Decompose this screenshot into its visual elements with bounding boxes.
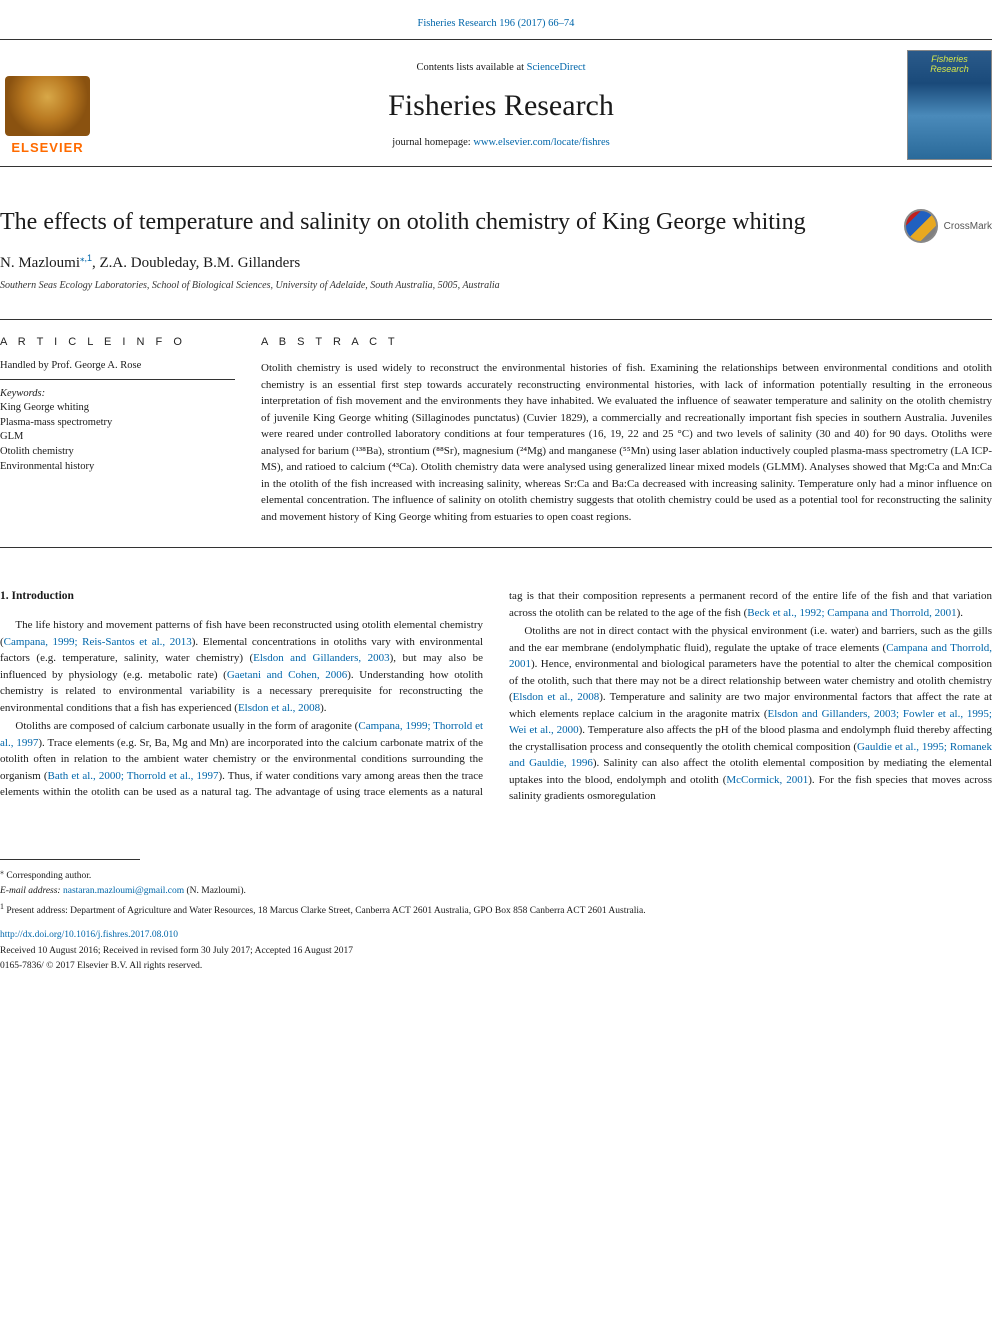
keyword-item: Plasma-mass spectrometry	[0, 416, 235, 431]
elsevier-wordmark: ELSEVIER	[11, 140, 83, 155]
handled-by: Handled by Prof. George A. Rose	[0, 360, 235, 380]
author-1: N. Mazloumi	[0, 255, 80, 271]
email-label: E-mail address:	[0, 886, 63, 896]
keyword-item: Otolith chemistry	[0, 445, 235, 460]
contents-line: Contents lists available at ScienceDirec…	[115, 62, 887, 73]
p1-e: ).	[320, 702, 326, 714]
author-1-marks[interactable]: ⁎,1	[80, 253, 92, 263]
ref-link[interactable]: Gaetani and Cohen, 2006	[227, 669, 347, 681]
cover-title-1: Fisheries	[931, 54, 968, 64]
authors-rest: , Z.A. Doubleday, B.M. Gillanders	[92, 255, 300, 271]
abstract-col: A B S T R A C T Otolith chemistry is use…	[261, 336, 992, 525]
elsevier-logo[interactable]: ELSEVIER	[0, 55, 95, 155]
ref-link[interactable]: Elsdon et al., 2008	[238, 702, 320, 714]
note1-text: Present address: Department of Agricultu…	[4, 906, 646, 916]
abstract-label: A B S T R A C T	[261, 336, 992, 348]
email-suffix: (N. Mazloumi).	[184, 886, 246, 896]
footnote-corresponding: ⁎ Corresponding author.	[0, 866, 992, 884]
body-columns: 1. Introduction The life history and mov…	[0, 570, 992, 823]
ref-link[interactable]: Campana, 1999; Reis-Santos et al., 2013	[4, 636, 192, 648]
ref-link[interactable]: Bath et al., 2000; Thorrold et al., 1997	[47, 770, 218, 782]
author-1-marks-link[interactable]: ⁎,1	[80, 253, 92, 263]
ref-link[interactable]: Elsdon and Gillanders, 2003	[253, 652, 389, 664]
elsevier-tree-icon	[5, 76, 90, 136]
contents-prefix: Contents lists available at	[416, 62, 526, 73]
body-p3: Otoliths are not in direct contact with …	[509, 623, 992, 805]
info-abstract-row: A R T I C L E I N F O Handled by Prof. G…	[0, 320, 992, 525]
doi-link[interactable]: http://dx.doi.org/10.1016/j.fishres.2017…	[0, 930, 178, 940]
header-center: Contents lists available at ScienceDirec…	[95, 62, 907, 148]
article-info-label: A R T I C L E I N F O	[0, 336, 235, 348]
p2-d: ).	[957, 607, 963, 619]
article-head: The effects of temperature and salinity …	[0, 167, 992, 301]
body-p1: The life history and movement patterns o…	[0, 617, 483, 716]
ref-link[interactable]: Elsdon et al., 2008	[513, 691, 600, 703]
received-line: Received 10 August 2016; Received in rev…	[0, 945, 992, 959]
footnote-separator	[0, 859, 140, 860]
cover-title: Fisheries Research	[930, 55, 969, 75]
affiliation: Southern Seas Ecology Laboratories, Scho…	[0, 280, 992, 291]
authors: N. Mazloumi⁎,1, Z.A. Doubleday, B.M. Gil…	[0, 253, 992, 272]
footnote-email: E-mail address: nastaran.mazloumi@gmail.…	[0, 885, 992, 899]
homepage-link[interactable]: www.elsevier.com/locate/fishres	[473, 137, 609, 148]
header-row: ELSEVIER Contents lists available at Sci…	[0, 40, 992, 166]
ref-link[interactable]: McCormick, 2001	[726, 774, 808, 786]
keyword-item: Environmental history	[0, 460, 235, 475]
abstract-text: Otolith chemistry is used widely to reco…	[261, 360, 992, 525]
cover-title-2: Research	[930, 64, 969, 74]
journal-name: Fisheries Research	[115, 89, 887, 123]
article-info-col: A R T I C L E I N F O Handled by Prof. G…	[0, 336, 235, 525]
crossmark-badge[interactable]: CrossMark	[904, 209, 992, 243]
doi-line: http://dx.doi.org/10.1016/j.fishres.2017…	[0, 929, 992, 943]
keyword-item: King George whiting	[0, 401, 235, 416]
crossmark-icon	[904, 209, 938, 243]
intro-heading: 1. Introduction	[0, 588, 483, 605]
journal-cover[interactable]: Fisheries Research	[907, 50, 992, 160]
homepage-line: journal homepage: www.elsevier.com/locat…	[115, 137, 887, 148]
email-link[interactable]: nastaran.mazloumi@gmail.com	[63, 886, 184, 896]
top-citation-bar: Fisheries Research 196 (2017) 66–74	[0, 0, 992, 39]
ref-link[interactable]: Beck et al., 1992; Campana and Thorrold,…	[747, 607, 956, 619]
footnote-address: 1 Present address: Department of Agricul…	[0, 901, 992, 919]
p2-a: Otoliths are composed of calcium carbona…	[15, 720, 358, 732]
rule-after-abstract	[0, 547, 992, 548]
copyright-line: 0165-7836/ © 2017 Elsevier B.V. All righ…	[0, 960, 992, 974]
footnotes: ⁎ Corresponding author. E-mail address: …	[0, 866, 992, 974]
sciencedirect-link[interactable]: ScienceDirect	[527, 62, 586, 73]
keyword-item: GLM	[0, 430, 235, 445]
homepage-prefix: journal homepage:	[392, 137, 473, 148]
crossmark-label: CrossMark	[944, 221, 992, 232]
corr-text: Corresponding author.	[4, 871, 91, 881]
journal-citation-link[interactable]: Fisheries Research 196 (2017) 66–74	[418, 18, 575, 29]
article-title: The effects of temperature and salinity …	[0, 207, 992, 237]
keywords-head: Keywords:	[0, 388, 235, 399]
